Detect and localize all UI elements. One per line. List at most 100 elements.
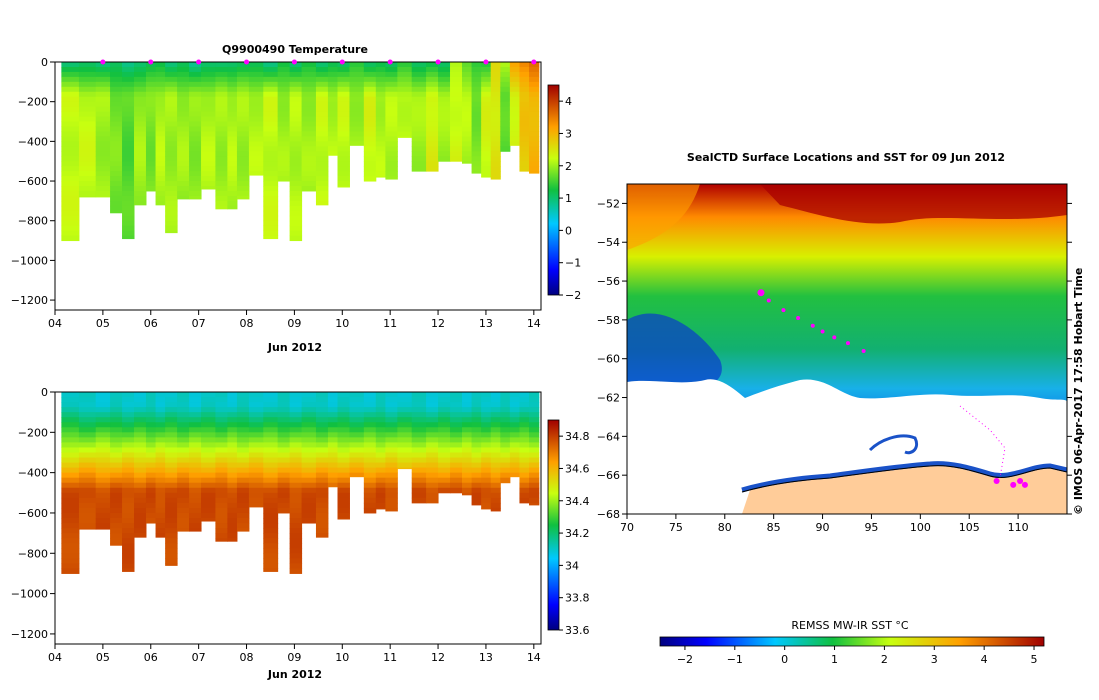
data-cell <box>337 176 350 182</box>
data-cell <box>490 81 501 88</box>
data-cell <box>411 492 427 499</box>
data-cell <box>110 171 123 177</box>
data-cell <box>155 412 166 418</box>
data-cell <box>500 111 511 118</box>
data-cell <box>236 111 250 118</box>
data-cell <box>363 146 377 152</box>
data-cell <box>61 91 80 98</box>
x-tick-label: 04 <box>48 317 62 330</box>
data-cell <box>500 457 511 464</box>
data-cell <box>122 71 135 78</box>
data-cell <box>337 482 350 489</box>
data-cell <box>375 497 386 504</box>
data-cell <box>201 91 216 98</box>
data-cell <box>201 156 216 162</box>
data-cell <box>110 457 123 464</box>
data-cell <box>315 71 329 78</box>
data-cell <box>110 432 123 438</box>
data-cell <box>145 392 157 398</box>
data-cell <box>509 422 520 428</box>
data-cell <box>500 412 511 418</box>
data-cell <box>215 482 228 489</box>
colorbar-tick-label: 34.2 <box>565 527 590 540</box>
data-cell <box>95 472 111 479</box>
data-cell <box>189 136 202 142</box>
data-cell <box>263 412 279 418</box>
data-cell <box>95 121 111 127</box>
data-cell <box>481 437 492 443</box>
data-cell <box>289 91 303 98</box>
data-cell <box>122 528 135 534</box>
data-cell <box>337 427 350 433</box>
data-cell <box>490 467 501 474</box>
data-cell <box>277 437 291 443</box>
data-cell <box>110 166 123 172</box>
data-cell <box>145 116 157 123</box>
data-cell <box>349 141 365 146</box>
data-cell <box>227 442 238 448</box>
data-cell <box>481 482 492 489</box>
data-cell <box>155 492 166 499</box>
data-cell <box>227 427 238 433</box>
data-cell <box>349 76 365 83</box>
data-cell <box>471 121 482 127</box>
data-cell <box>61 543 80 549</box>
data-cell <box>155 512 166 519</box>
data-cell <box>134 437 147 443</box>
data-cell <box>215 457 228 464</box>
data-cell <box>471 66 482 73</box>
data-cell <box>450 467 463 474</box>
data-cell <box>263 190 279 197</box>
data-cell <box>349 111 365 118</box>
data-cell <box>490 442 501 448</box>
data-cell <box>500 91 511 98</box>
data-cell <box>363 161 377 167</box>
data-cell <box>177 502 190 509</box>
data-cell <box>509 412 520 418</box>
map-axes: 70 75 80 85 90 95 100 105 110−52−54−56−58−60−62−… <box>597 197 1072 534</box>
data-cell <box>134 462 147 469</box>
data-cell <box>95 518 111 524</box>
data-cell <box>177 81 190 88</box>
data-cell <box>177 111 190 118</box>
data-cell <box>315 126 329 132</box>
data-cell <box>61 452 80 459</box>
data-cell <box>215 412 228 418</box>
data-cell <box>277 422 291 428</box>
data-cell <box>289 432 303 438</box>
data-cell <box>375 457 386 464</box>
data-cell <box>277 101 291 108</box>
data-cell <box>509 472 520 478</box>
data-cell <box>134 518 147 524</box>
data-cell <box>215 76 228 83</box>
data-cell <box>95 195 111 198</box>
data-cell <box>301 507 317 514</box>
data-cell <box>438 126 451 132</box>
data-cell <box>227 171 238 177</box>
data-cell <box>426 482 439 489</box>
data-cell <box>471 126 482 132</box>
data-cell <box>263 141 279 147</box>
data-cell <box>201 397 216 403</box>
data-cell <box>450 136 463 142</box>
data-cell <box>301 62 317 68</box>
data-cell <box>349 447 365 453</box>
data-cell <box>215 71 228 78</box>
data-cell <box>263 543 279 549</box>
data-cell <box>227 487 238 494</box>
data-cell <box>397 397 413 403</box>
data-cell <box>236 71 250 78</box>
data-cell <box>165 225 178 232</box>
data-cell <box>95 96 111 103</box>
data-cell <box>363 492 377 499</box>
y-tick-label: −1200 <box>11 628 48 641</box>
data-cell <box>426 81 439 88</box>
data-cell <box>236 472 250 479</box>
data-cell <box>110 462 123 469</box>
data-cell <box>461 487 473 494</box>
data-cell <box>471 111 482 118</box>
data-cell <box>375 392 386 398</box>
data-cell <box>385 116 398 123</box>
data-cell <box>385 502 398 509</box>
